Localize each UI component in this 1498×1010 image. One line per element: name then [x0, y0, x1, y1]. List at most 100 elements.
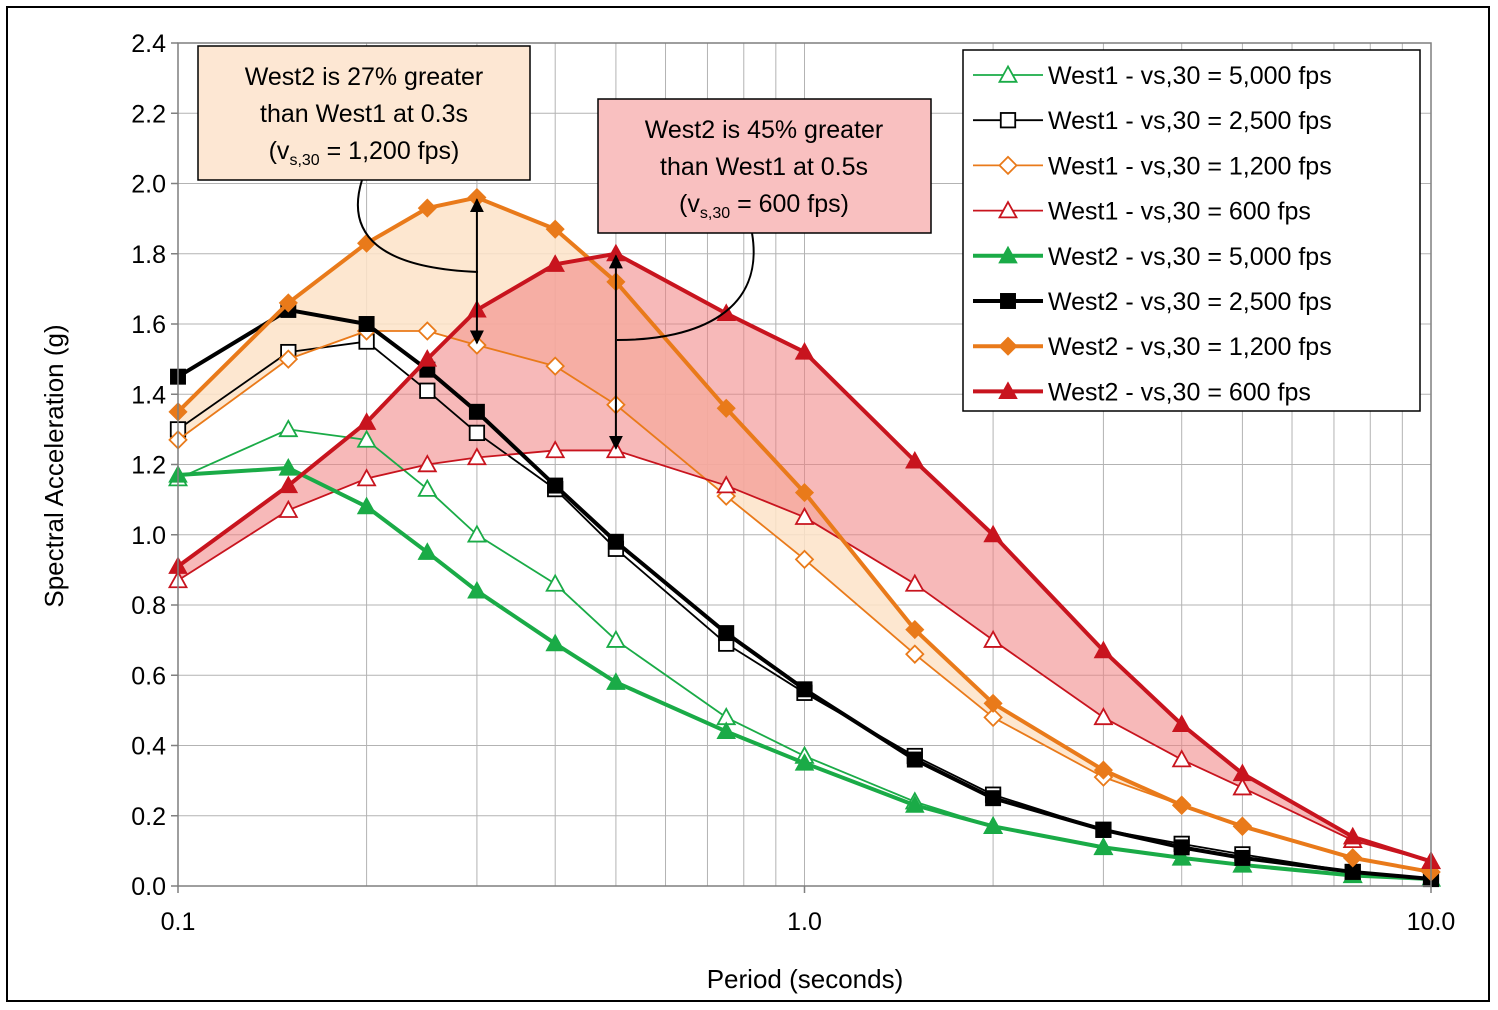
annotation-2-leader	[616, 232, 755, 341]
data-point	[466, 524, 487, 543]
data-point	[1173, 839, 1190, 856]
data-point	[905, 620, 925, 640]
data-point	[468, 403, 485, 420]
data-point	[545, 440, 566, 459]
series-6	[170, 301, 1439, 887]
data-point	[467, 580, 487, 599]
data-point	[1093, 837, 1114, 855]
data-point	[278, 457, 299, 476]
series-4	[167, 440, 1442, 870]
legend-marker	[998, 245, 1018, 264]
data-point	[983, 816, 1003, 834]
annotation-1-line-1: West2 is 27% greater	[245, 63, 484, 91]
difference-arrows	[469, 198, 623, 450]
data-point	[278, 293, 298, 313]
annotation-2-line-1: West2 is 45% greater	[645, 116, 884, 144]
data-point	[545, 254, 565, 272]
axis-layer: 0.0 0.2 0.4 0.6 0.8 1.0 1.2 1.4 1.6 1.8 2.0 2.2 2.4 0…	[131, 30, 1455, 936]
data-point	[417, 454, 438, 473]
data-point	[356, 429, 377, 448]
data-point	[417, 349, 438, 367]
data-point	[545, 573, 566, 592]
data-point	[417, 321, 438, 341]
x-tick-label: 10.0	[1407, 908, 1456, 936]
data-point	[606, 672, 626, 690]
data-point	[417, 478, 438, 497]
y-tick-label: 1.4	[131, 381, 166, 409]
y-tick-label: 1.0	[131, 522, 166, 550]
series-line	[176, 307, 1432, 881]
legend-label: West2 - vs,30 = 1,200 fps	[1048, 333, 1332, 361]
legend-label: West1 - vs,30 = 5,000 fps	[1048, 62, 1332, 90]
data-point	[794, 549, 815, 570]
data-point	[906, 751, 923, 768]
legend-marker	[997, 200, 1019, 219]
data-point	[1093, 640, 1114, 659]
data-point	[716, 475, 737, 494]
legend-label: West2 - vs,30 = 5,000 fps	[1048, 243, 1332, 271]
annotation-1-line-3: (vs,30 = 1,200 fps)	[269, 137, 460, 169]
data-point	[545, 356, 565, 376]
data-point	[466, 447, 487, 466]
data-point	[545, 219, 565, 239]
data-point	[547, 477, 564, 494]
legend-label: West1 - vs,30 = 1,200 fps	[1048, 152, 1332, 180]
data-point	[278, 475, 299, 494]
y-tick-label: 0.0	[131, 873, 166, 901]
series-line	[176, 195, 1432, 874]
y-tick-label: 0.2	[131, 803, 166, 831]
annotation-2-line-2: than West1 at 0.5s	[660, 153, 868, 181]
annotation-west2-45pct: West2 is 45% greater than West1 at 0.5s …	[597, 98, 932, 341]
data-point	[985, 790, 1002, 807]
data-point	[417, 542, 438, 560]
series-line	[176, 251, 1432, 864]
data-point	[794, 506, 815, 525]
legend-marker	[998, 336, 1018, 356]
legend-label: West1 - vs,30 = 600 fps	[1048, 198, 1311, 226]
shaded-region	[178, 197, 1431, 872]
y-tick-label: 1.8	[131, 241, 166, 269]
data-point	[419, 382, 436, 399]
legend: West1 - vs,30 = 5,000 fps West1 - vs,30 =…	[962, 49, 1421, 412]
data-point	[1232, 816, 1252, 836]
y-tick-label: 2.0	[131, 171, 166, 199]
data-point	[607, 533, 624, 550]
data-point	[1093, 707, 1114, 726]
y-tick-label: 1.6	[131, 311, 166, 339]
data-point	[278, 419, 299, 438]
y-tick-label: 0.6	[131, 662, 166, 690]
data-point	[417, 198, 437, 218]
data-point	[794, 342, 815, 360]
data-point	[718, 625, 735, 642]
series-8	[168, 243, 1441, 869]
data-point	[278, 499, 299, 518]
data-point	[1342, 826, 1363, 845]
annotation-1-line-2: than West1 at 0.3s	[260, 100, 468, 128]
data-point	[468, 424, 486, 442]
legend-label: West1 - vs,30 = 2,500 fps	[1048, 107, 1332, 135]
y-tick-label: 0.4	[131, 733, 166, 761]
data-point	[983, 524, 1003, 543]
data-point	[358, 316, 375, 332]
x-axis-label: Period (seconds)	[707, 964, 904, 994]
data-point	[983, 629, 1004, 648]
annotation-1-leader	[356, 179, 479, 273]
data-point	[716, 398, 736, 418]
data-point	[1171, 714, 1192, 732]
series-line	[177, 340, 1432, 880]
annotation-2-line-3: (vs,30 = 600 fps)	[679, 190, 849, 222]
data-point	[1232, 777, 1253, 796]
data-point	[356, 412, 377, 430]
legend-marker	[997, 64, 1019, 83]
x-tick-label: 0.1	[161, 908, 196, 936]
series-line	[177, 466, 1432, 881]
y-tick-label: 2.4	[131, 30, 166, 58]
data-point	[716, 721, 737, 739]
data-point	[905, 450, 925, 469]
y-axis-label: Spectral Acceleration (g)	[39, 324, 69, 607]
data-point	[905, 795, 925, 813]
data-point	[794, 483, 815, 503]
data-point	[1093, 760, 1113, 780]
data-point	[356, 468, 377, 487]
